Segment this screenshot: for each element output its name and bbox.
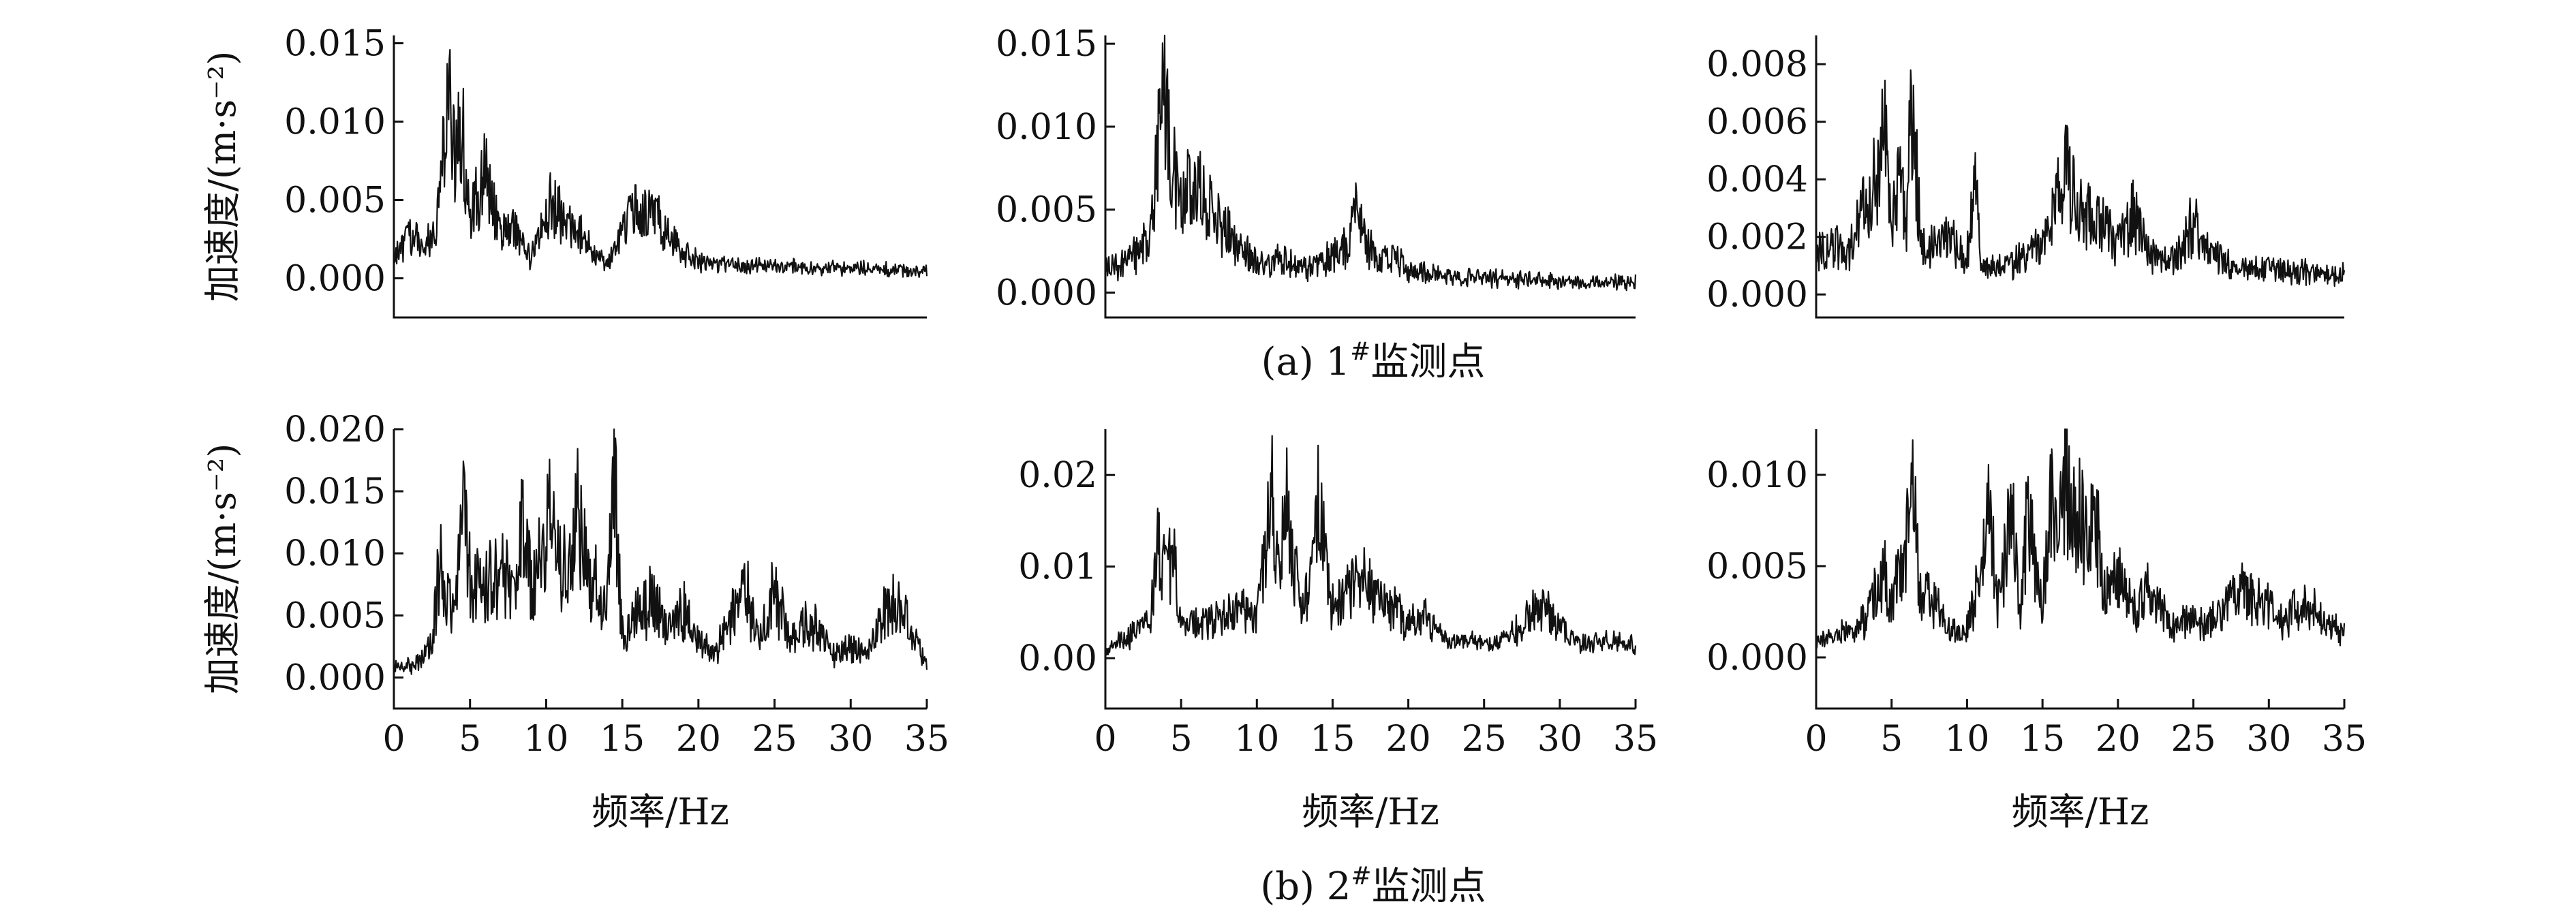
y-tick-label: 0.02 bbox=[1018, 455, 1097, 496]
y-tick-label: 0.005 bbox=[284, 181, 386, 221]
y-tick-label: 0.01 bbox=[1018, 547, 1097, 588]
x-tick-label: 0 bbox=[382, 719, 405, 760]
y-axis-label: 加速度/(m·s⁻²) bbox=[201, 444, 244, 695]
x-tick-label: 15 bbox=[1310, 719, 1355, 760]
x-axis-label: 频率/Hz bbox=[1302, 790, 1439, 833]
x-tick-label: 30 bbox=[828, 719, 873, 760]
spectrum-line bbox=[1104, 34, 1637, 292]
x-tick-label: 20 bbox=[1385, 719, 1430, 760]
spectrum-line bbox=[393, 428, 928, 675]
x-tick-label: 15 bbox=[600, 719, 645, 760]
y-tick-label: 0.000 bbox=[996, 273, 1097, 313]
y-tick-label: 0.010 bbox=[996, 107, 1097, 148]
x-tick-label: 0 bbox=[1094, 719, 1116, 760]
x-tick-label: 30 bbox=[2246, 719, 2291, 760]
y-tick-label: 0.015 bbox=[284, 471, 386, 512]
y-tick-label: 0.008 bbox=[1706, 44, 1808, 85]
x-tick-label: 0 bbox=[1805, 719, 1827, 760]
spectrum-line bbox=[1815, 428, 2346, 649]
x-tick-label: 10 bbox=[1944, 719, 1989, 760]
x-axis-label: 频率/Hz bbox=[592, 790, 729, 833]
chart-panel-4: 0.000 0.005 0.010 0.015 0.020 0 5 10 15 20 25 30 35 加… bbox=[201, 409, 949, 833]
x-tick-label: 5 bbox=[459, 719, 481, 760]
axis-frame bbox=[393, 35, 927, 319]
y-axis-label: 加速度/(m·s⁻²) bbox=[201, 51, 244, 302]
chart-panel-1: 0.000 0.005 0.010 0.015 加速度/(m·s⁻²) bbox=[201, 24, 928, 319]
x-tick-label: 20 bbox=[2096, 719, 2141, 760]
y-tick-label: 0.020 bbox=[284, 409, 386, 450]
row-caption-b: (b) 2#监测点 bbox=[1260, 862, 1486, 909]
x-tick-label: 35 bbox=[2322, 719, 2367, 760]
x-tick-label: 20 bbox=[676, 719, 721, 760]
x-axis-label: 频率/Hz bbox=[2012, 790, 2149, 833]
x-tick-label: 10 bbox=[1234, 719, 1279, 760]
x-tick-label: 25 bbox=[1462, 719, 1507, 760]
y-tick-label: 0.005 bbox=[996, 190, 1097, 231]
x-tick-label: 10 bbox=[523, 719, 568, 760]
y-tick-label: 0.005 bbox=[284, 595, 386, 636]
x-tick-label: 5 bbox=[1880, 719, 1903, 760]
y-tick-label: 0.010 bbox=[284, 102, 386, 143]
x-tick-label: 15 bbox=[2020, 719, 2065, 760]
chart-panel-5: 0.00 0.01 0.02 0 5 10 15 20 25 30 35 频率/Hz bbox=[1018, 429, 1658, 833]
x-tick-label: 5 bbox=[1170, 719, 1193, 760]
axis-frame bbox=[1104, 35, 1636, 319]
y-tick-label: 0.015 bbox=[996, 24, 1097, 65]
x-tick-label: 25 bbox=[2171, 719, 2215, 760]
y-tick-label: 0.000 bbox=[1706, 275, 1808, 315]
axis-frame bbox=[1815, 35, 2344, 319]
spectrum-line bbox=[1105, 435, 1637, 656]
row-caption-a: (a) 1#监测点 bbox=[1261, 338, 1486, 384]
y-tick-label: 0.002 bbox=[1706, 217, 1808, 258]
x-tick-label: 30 bbox=[1537, 719, 1582, 760]
x-tick-label: 25 bbox=[752, 719, 797, 760]
axis-frame bbox=[393, 429, 927, 710]
y-tick-label: 0.006 bbox=[1706, 102, 1808, 143]
x-tick-label: 35 bbox=[1613, 719, 1658, 760]
chart-panel-6: 0.000 0.005 0.010 0 5 10 15 20 25 30 35 频率/Hz bbox=[1706, 428, 2367, 833]
y-tick-label: 0.00 bbox=[1018, 638, 1097, 679]
chart-panel-2: 0.000 0.005 0.010 0.015 bbox=[996, 24, 1637, 319]
y-tick-label: 0.000 bbox=[1706, 638, 1808, 679]
spectrum-line bbox=[393, 48, 928, 278]
chart-panel-3: 0.000 0.002 0.004 0.006 0.008 bbox=[1706, 35, 2346, 319]
y-tick-label: 0.000 bbox=[284, 657, 386, 698]
y-tick-label: 0.005 bbox=[1706, 546, 1808, 587]
y-tick-label: 0.004 bbox=[1706, 159, 1808, 200]
spectrum-line bbox=[1815, 69, 2346, 287]
y-tick-label: 0.010 bbox=[1706, 455, 1808, 496]
y-tick-label: 0.000 bbox=[284, 259, 386, 300]
x-tick-label: 35 bbox=[904, 719, 949, 760]
y-tick-label: 0.010 bbox=[284, 533, 386, 574]
y-tick-label: 0.015 bbox=[284, 24, 386, 65]
